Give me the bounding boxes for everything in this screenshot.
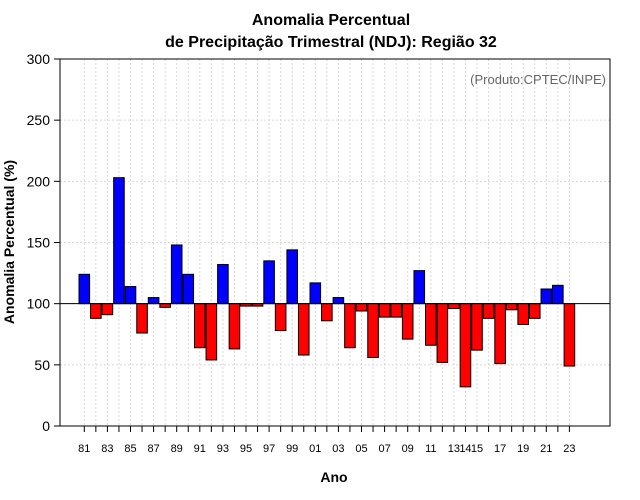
x-axis: 81 83 85 87 89 91 93 95 97 99 01 03 05 07 09 11 13 14 15 17… [78,426,576,455]
bar-93 [217,264,229,305]
x-tick-label: 97 [263,443,275,455]
x-tick-label: 99 [286,443,298,455]
bar-20 [528,303,541,319]
bar-14 [459,303,472,388]
bar-88 [159,303,171,308]
chart-title-line1: Anomalia Percentual [252,12,410,29]
bar-98 [274,303,287,332]
bar-10 [413,270,426,305]
x-tick-label: 87 [147,443,159,455]
plot-frame [59,58,611,427]
bar-85 [124,286,137,305]
bar-18 [505,303,518,311]
bar-04 [344,303,356,349]
x-tick-label: 91 [194,443,206,455]
bar-22 [552,284,564,305]
y-tick-label: 250 [27,112,51,128]
bar-00 [297,303,310,356]
bar-83 [101,303,114,316]
bar-82 [90,303,102,319]
bar-16 [482,303,495,319]
bar-99 [286,249,298,305]
x-tick-label: 15 [471,443,483,455]
x-tick-label: 83 [101,443,113,455]
y-tick-label: 300 [27,51,51,67]
bar-87 [147,297,160,305]
x-tick-label: 17 [494,443,506,455]
bar-94 [228,303,241,350]
bar-81 [78,273,91,305]
bar-series [78,177,576,388]
x-tick-label: 13 [448,443,460,455]
bar-86 [136,303,148,334]
bar-02 [321,303,333,322]
x-axis-label: Ano [320,469,347,485]
y-tick-label: 0 [42,418,50,434]
y-tick-label: 100 [27,296,51,312]
bar-03 [332,297,345,305]
bar-09 [401,303,414,340]
credit-text: (Produto:CPTEC/INPE) [470,72,606,87]
bar-97 [263,260,275,305]
x-tick-label: 09 [402,443,414,455]
x-tick-label: 23 [563,443,575,455]
bar-08 [390,303,402,318]
y-tick-label: 50 [34,357,50,373]
x-tick-label: 03 [332,443,344,455]
x-tick-label: 81 [78,443,90,455]
bar-21 [540,288,553,305]
bar-91 [194,303,206,349]
x-tick-label: 21 [540,443,552,455]
x-tick-label: 01 [309,443,321,455]
bar-17 [494,303,506,365]
bar-89 [170,244,183,305]
x-tick-label: 93 [217,443,229,455]
bar-90 [182,273,195,305]
bar-05 [355,303,368,312]
bar-19 [517,303,530,325]
x-tick-label: 95 [240,443,252,455]
x-tick-label: 05 [355,443,367,455]
bar-06 [367,303,379,358]
y-tick-label: 150 [27,235,51,251]
x-tick-label: 11 [425,443,436,455]
bar-23 [563,303,576,367]
chart-title-line2: de Precipitação Trimestral (NDJ): Região… [165,34,497,51]
bar-12 [436,303,449,363]
bar-11 [425,303,437,346]
bar-92 [205,303,218,361]
bar-15 [471,303,483,351]
x-tick-label: 89 [171,443,183,455]
x-tick-label: 85 [124,443,136,455]
bar-84 [113,177,125,305]
y-tick-label: 200 [27,173,51,189]
bar-01 [309,282,322,305]
y-axis-label: Anomalia Percentual (%) [1,160,17,324]
bar-07 [378,303,391,318]
x-tick-label: 19 [517,443,529,455]
x-tick-label: 07 [378,443,390,455]
grid-lines [60,58,610,427]
y-axis: 0 50 100 150 200 250 300 [27,51,60,434]
x-tick-label: 14 [459,443,471,455]
bar-13 [448,303,460,310]
